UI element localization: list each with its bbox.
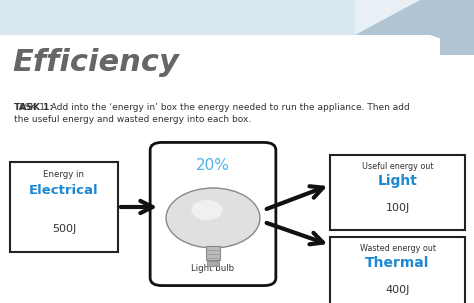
Polygon shape (355, 0, 420, 35)
Polygon shape (0, 35, 474, 303)
Text: Useful energy out: Useful energy out (362, 162, 433, 171)
Text: Light: Light (378, 174, 418, 188)
Text: 20%: 20% (196, 158, 230, 173)
FancyBboxPatch shape (10, 162, 118, 252)
FancyBboxPatch shape (207, 261, 219, 266)
Text: 400J: 400J (385, 285, 410, 295)
Text: 100J: 100J (385, 203, 410, 213)
Text: Efficiency: Efficiency (12, 48, 179, 77)
FancyBboxPatch shape (330, 237, 465, 303)
Text: the useful energy and wasted energy into each box.: the useful energy and wasted energy into… (14, 115, 251, 124)
Text: TASK 1:: TASK 1: (14, 103, 53, 112)
FancyBboxPatch shape (206, 246, 220, 260)
Text: Light bulb: Light bulb (191, 264, 235, 273)
Polygon shape (0, 0, 474, 35)
FancyBboxPatch shape (330, 155, 465, 230)
Circle shape (191, 200, 223, 220)
Text: Energy in: Energy in (44, 170, 84, 179)
Text: 500J: 500J (52, 224, 76, 234)
Text: Wasted energy out: Wasted energy out (359, 244, 436, 253)
Text: Electrical: Electrical (29, 184, 99, 197)
Text: TASK 1: Add into the ‘energy in’ box the energy needed to run the appliance. The: TASK 1: Add into the ‘energy in’ box the… (14, 103, 410, 112)
Circle shape (166, 188, 260, 248)
Text: Thermal: Thermal (365, 256, 430, 270)
FancyBboxPatch shape (440, 30, 474, 55)
Polygon shape (355, 0, 474, 50)
FancyBboxPatch shape (150, 142, 276, 285)
